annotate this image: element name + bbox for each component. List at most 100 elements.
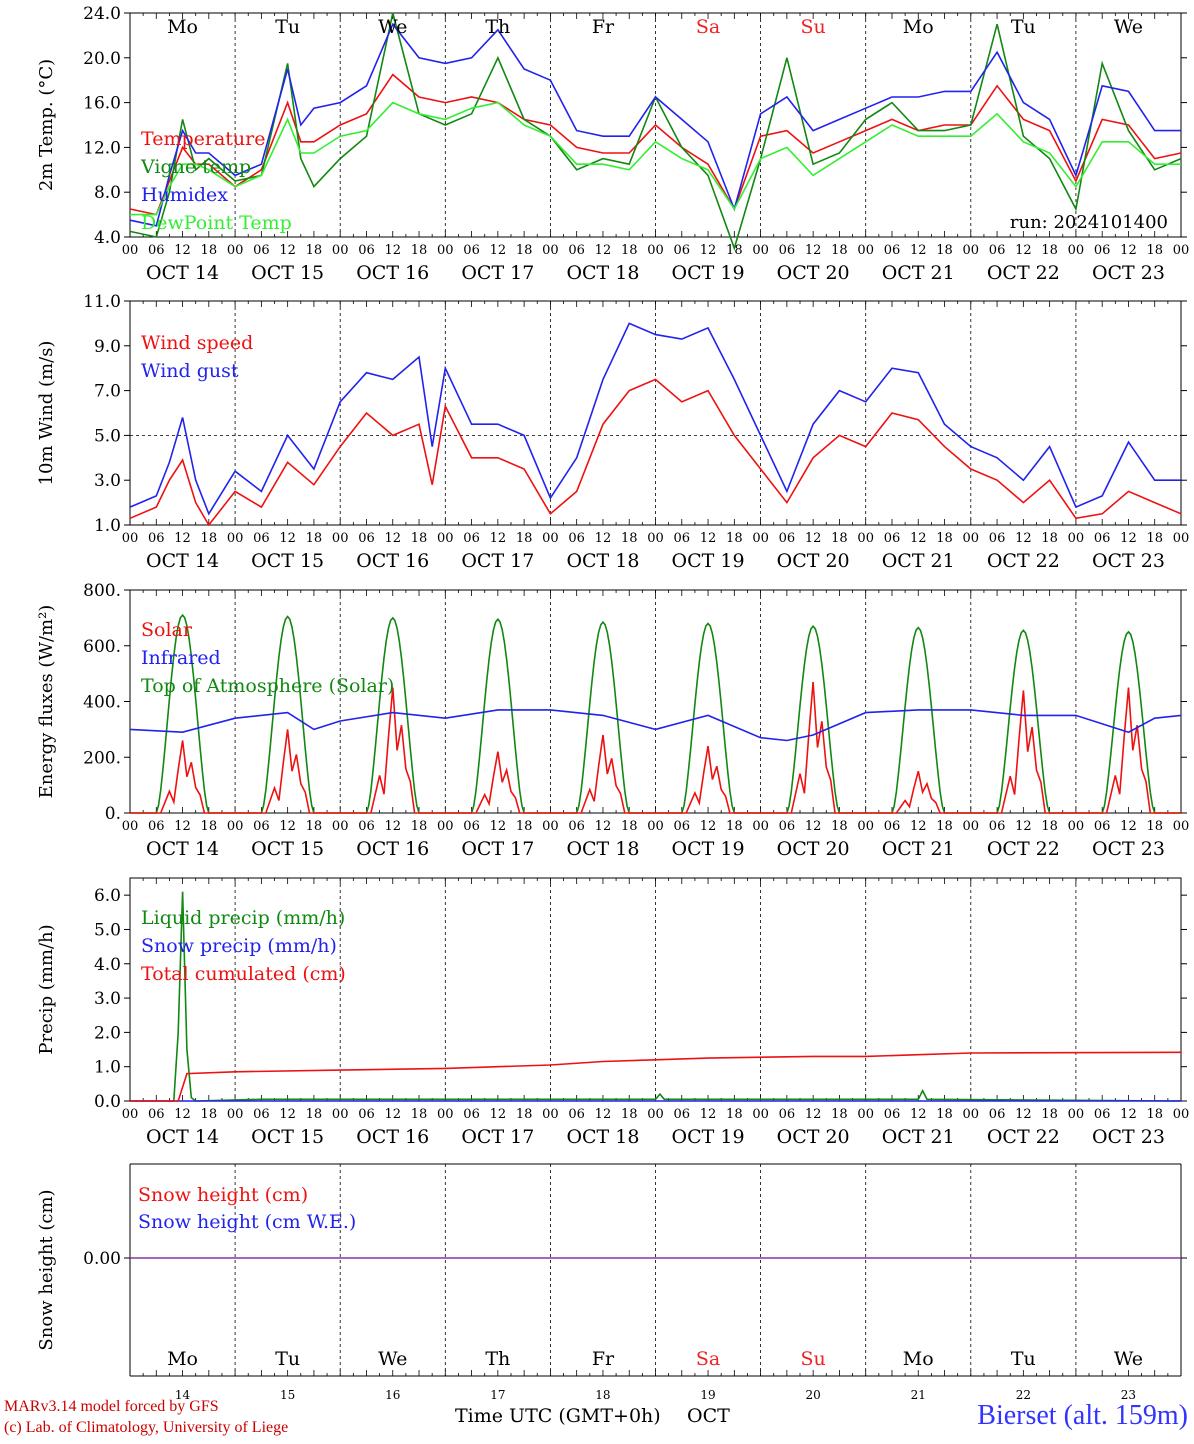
hour-label: 00 (752, 819, 769, 834)
run-label: run: 2024101400 (1010, 212, 1168, 233)
hour-label: 06 (989, 1107, 1006, 1122)
hour-label: 18 (411, 531, 428, 546)
hour-label: 18 (201, 819, 218, 834)
day-number-label: 23 (1121, 1388, 1136, 1402)
date-label: OCT 14 (146, 1126, 219, 1148)
hour-label: 06 (1094, 243, 1111, 258)
date-label: OCT 19 (672, 262, 745, 284)
panel-5: 0.00 Snow height (cm) Snow height (cm) Snow… (36, 1163, 1187, 1427)
hour-label: 00 (752, 243, 769, 258)
hour-label: 00 (1068, 1107, 1085, 1122)
hour-label: 06 (884, 819, 901, 834)
hour-label: 18 (306, 531, 323, 546)
hour-label: 12 (1015, 819, 1032, 834)
y-tick-label: 0.0 (94, 1092, 121, 1112)
hour-label: 18 (516, 1107, 533, 1122)
y-tick-label: 600. (83, 637, 121, 657)
weekday-label: Th (485, 16, 510, 38)
hour-label: 18 (936, 1107, 953, 1122)
hour-label: 00 (122, 819, 139, 834)
hour-label: 12 (279, 819, 296, 834)
hour-label: 12 (279, 531, 296, 546)
date-label: OCT 16 (356, 838, 429, 860)
date-label: OCT 17 (461, 262, 534, 284)
y-tick-label: 0.00 (83, 1249, 121, 1269)
hour-label: 00 (647, 243, 664, 258)
hour-label: 00 (227, 243, 244, 258)
series-line (130, 740, 236, 814)
hour-label: 06 (253, 1107, 270, 1122)
hour-label: 18 (1041, 1107, 1058, 1122)
day-number-label: 14 (175, 1388, 191, 1402)
hour-label: 00 (542, 819, 559, 834)
hour-label: 12 (805, 531, 822, 546)
x-axis-label: Time UTC (GMT+0h) (455, 1405, 661, 1427)
hour-label: 00 (857, 1107, 874, 1122)
hour-label: 00 (542, 243, 559, 258)
hour-label: 06 (779, 819, 796, 834)
y-axis-label: Energy fluxes (W/m²) (36, 605, 57, 799)
series-line (445, 751, 551, 814)
hour-label: 06 (989, 243, 1006, 258)
hour-label: 12 (595, 531, 612, 546)
date-label: OCT 23 (1092, 1126, 1165, 1148)
series-line (130, 891, 1182, 1102)
y-tick-label: 3.0 (94, 989, 121, 1009)
hour-label: 06 (358, 1107, 375, 1122)
hour-label: 18 (411, 243, 428, 258)
hour-label: 18 (1041, 819, 1058, 834)
hour-label: 18 (516, 819, 533, 834)
y-tick-label: 16.0 (83, 94, 121, 114)
hour-label: 12 (700, 819, 717, 834)
y-tick-label: 1.0 (94, 516, 121, 536)
date-label: OCT 21 (882, 1126, 955, 1148)
hour-label: 12 (490, 531, 507, 546)
hour-label: 18 (936, 531, 953, 546)
series-line (129, 12, 1182, 251)
date-label: OCT 23 (1092, 262, 1165, 284)
legend-entry: DewPoint Temp (141, 212, 292, 234)
date-label: OCT 16 (356, 1126, 429, 1148)
hour-label: 12 (174, 531, 191, 546)
series-line (129, 322, 1181, 516)
legend-entry: Snow height (cm W.E.) (138, 1211, 356, 1233)
weekday-label: We (378, 16, 407, 38)
hour-label: 00 (437, 819, 454, 834)
hour-label: 18 (726, 1107, 743, 1122)
hour-label: 18 (726, 819, 743, 834)
hour-label: 12 (1015, 531, 1032, 546)
hour-label: 18 (411, 819, 428, 834)
hour-label: 12 (1120, 531, 1137, 546)
hour-label: 18 (516, 531, 533, 546)
hour-label: 12 (1015, 1107, 1032, 1122)
y-tick-label: 4.0 (94, 955, 121, 975)
legend-entry: Solar (141, 619, 193, 641)
series-line (760, 624, 866, 814)
weekday-label: Tu (1011, 1348, 1036, 1370)
hour-label: 00 (122, 531, 139, 546)
weekday-label: Mo (167, 1348, 198, 1370)
hour-label: 12 (700, 1107, 717, 1122)
hour-label: 18 (621, 1107, 638, 1122)
hour-label: 00 (963, 819, 980, 834)
y-tick-label: 1.0 (94, 1058, 121, 1078)
hour-label: 00 (857, 531, 874, 546)
weekday-label: Sa (696, 16, 720, 38)
hour-label: 06 (463, 1107, 480, 1122)
hour-label: 00 (227, 1107, 244, 1122)
date-label: OCT 18 (566, 262, 639, 284)
series-line (445, 618, 551, 814)
y-tick-label: 4.0 (94, 228, 121, 248)
series-line (129, 378, 1182, 527)
hour-label: 00 (963, 243, 980, 258)
day-number-label: 16 (385, 1388, 400, 1402)
y-tick-label: 7.0 (94, 382, 121, 402)
hour-label: 12 (384, 243, 401, 258)
hour-label: 06 (989, 531, 1006, 546)
date-label: OCT 22 (987, 262, 1060, 284)
plot-frame (129, 589, 1182, 814)
hour-label: 12 (700, 531, 717, 546)
legend-entry: Wind speed (141, 332, 253, 354)
date-label: OCT 15 (251, 550, 324, 572)
